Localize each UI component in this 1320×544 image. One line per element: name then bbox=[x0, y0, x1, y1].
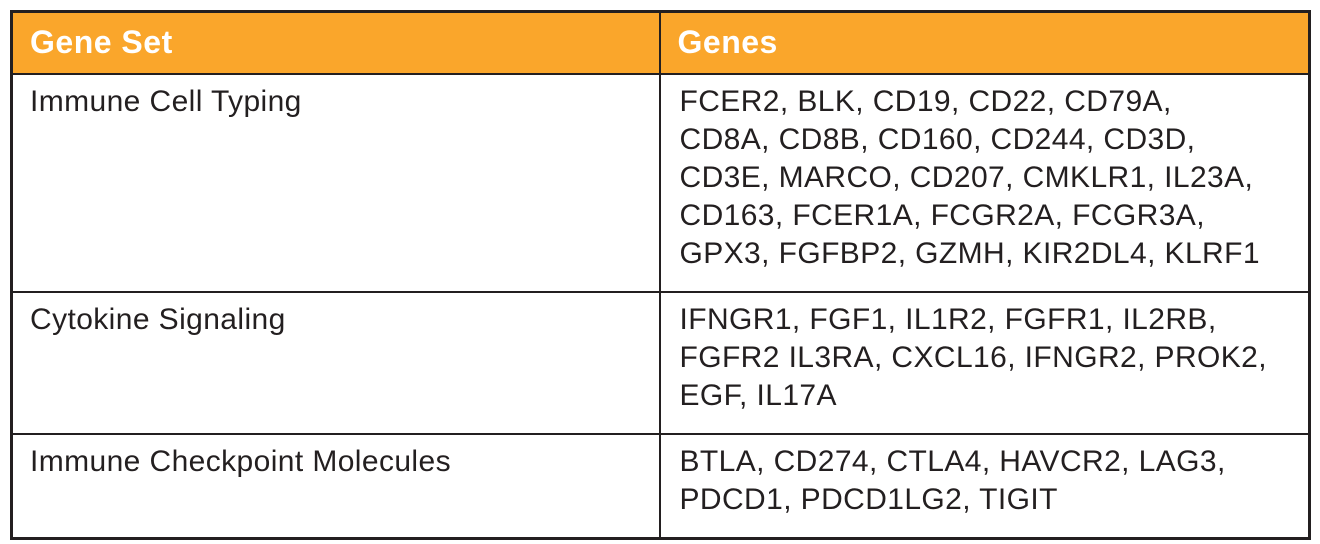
table-row: Immune Cell Typing FCER2, BLK, CD19, CD2… bbox=[10, 73, 1311, 293]
gene-set-name: Cytokine Signaling bbox=[10, 291, 661, 435]
gene-list: IFNGR1, FGF1, IL1R2, FGFR1, IL2RB, FGFR2… bbox=[658, 291, 1311, 435]
gene-set-name: Immune Cell Typing bbox=[10, 73, 661, 293]
column-header-gene-set: Gene Set bbox=[10, 10, 661, 75]
table-row: Immune Checkpoint Molecules BTLA, CD274,… bbox=[10, 433, 1311, 540]
table-row: Cytokine Signaling IFNGR1, FGF1, IL1R2, … bbox=[10, 291, 1311, 435]
gene-list: FCER2, BLK, CD19, CD22, CD79A, CD8A, CD8… bbox=[658, 73, 1311, 293]
gene-set-name: Immune Checkpoint Molecules bbox=[10, 433, 661, 540]
header-row: Gene Set Genes bbox=[10, 10, 1311, 75]
column-header-genes: Genes bbox=[658, 10, 1311, 75]
gene-list: BTLA, CD274, CTLA4, HAVCR2, LAG3, PDCD1,… bbox=[658, 433, 1311, 540]
gene-set-table: Gene Set Genes Immune Cell Typing FCER2,… bbox=[10, 10, 1311, 540]
